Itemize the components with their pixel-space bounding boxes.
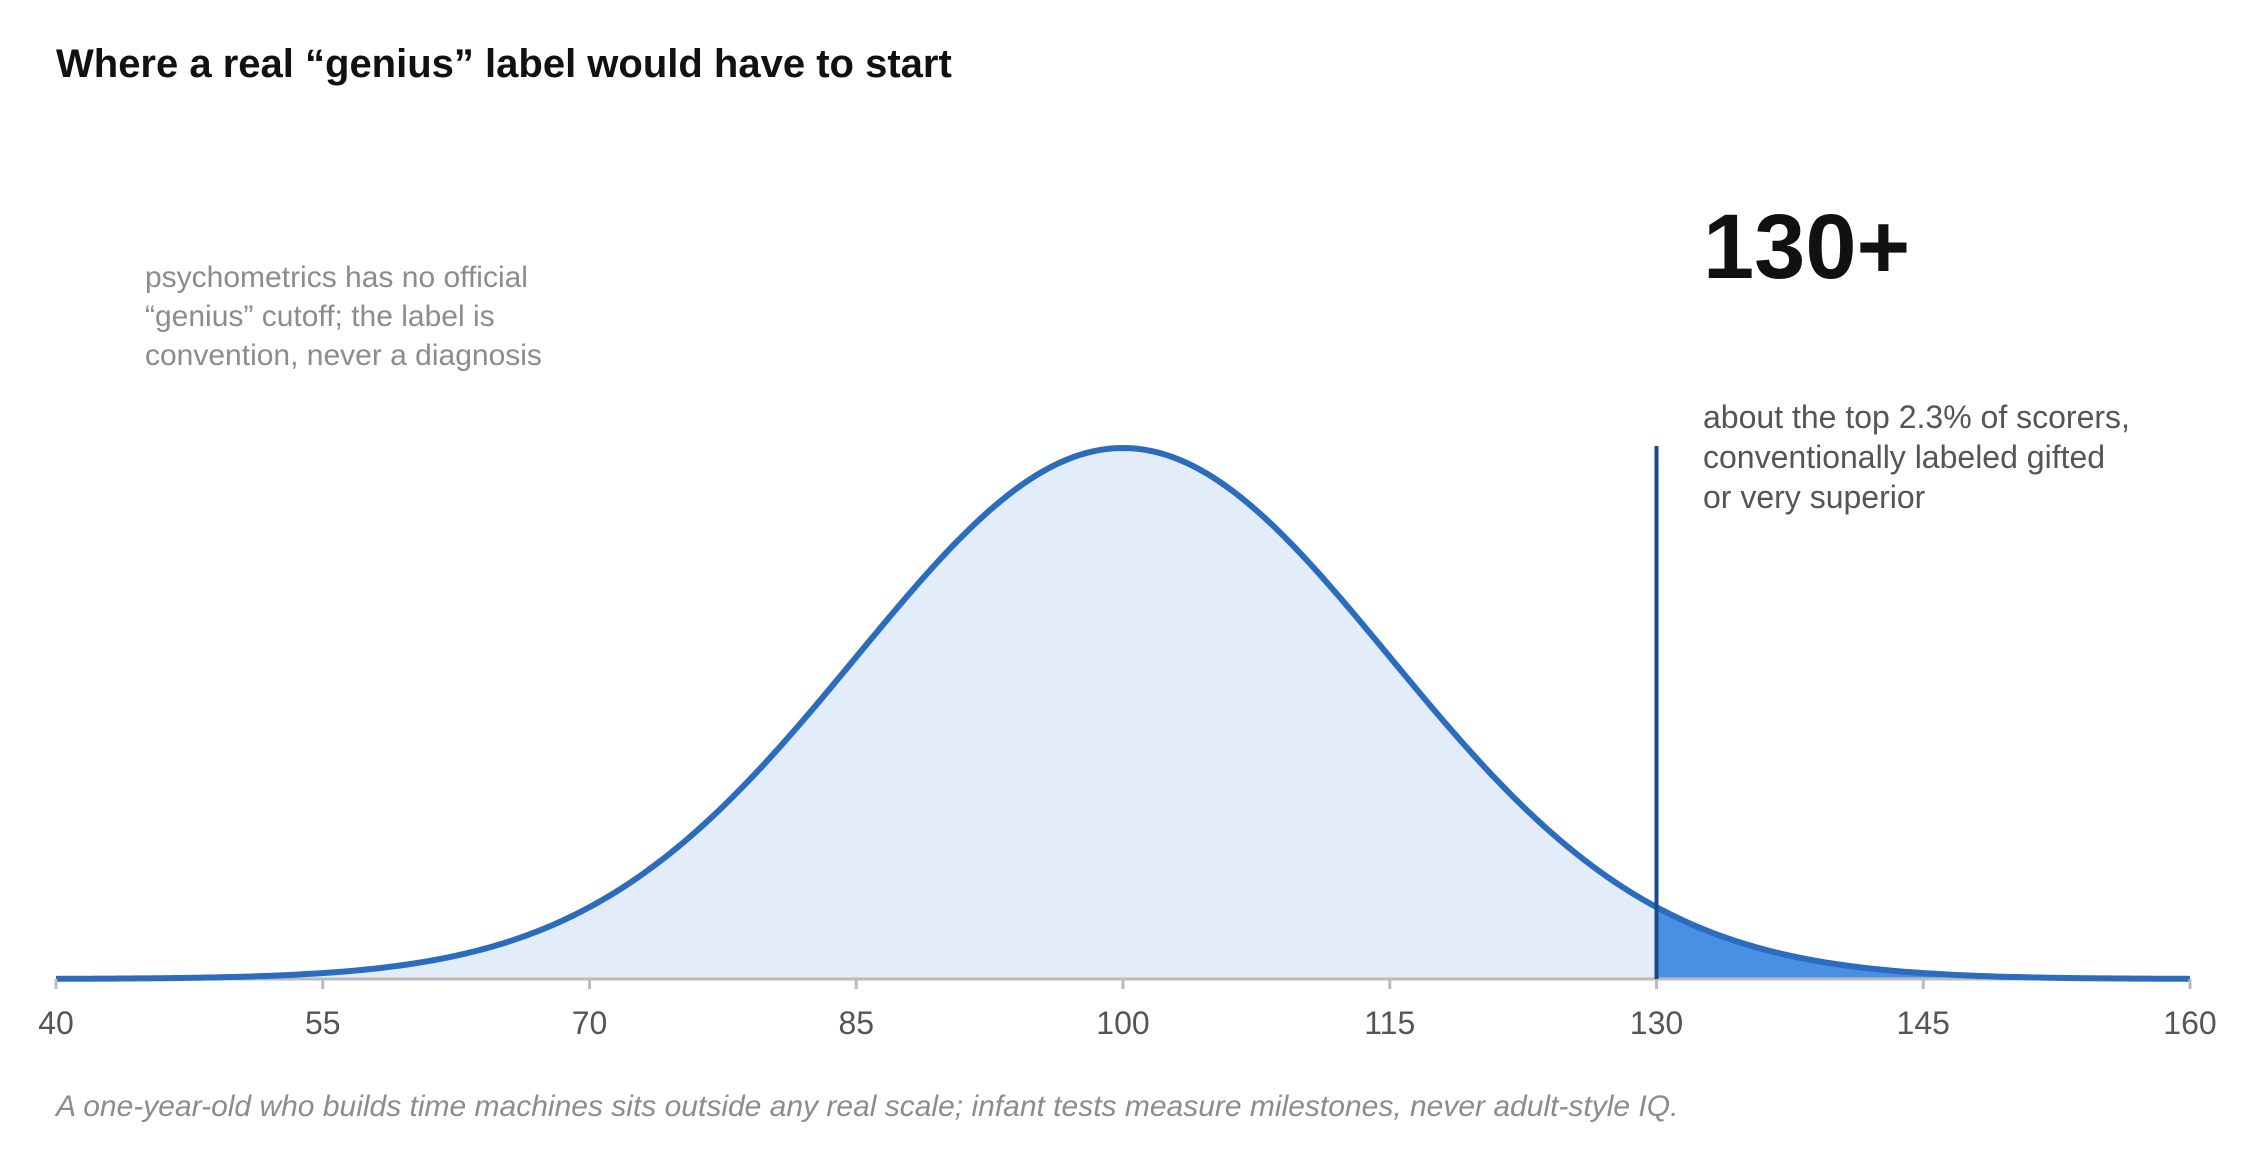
note-line-2: “genius” cutoff; the label is bbox=[145, 300, 495, 333]
threshold-label: 130+ bbox=[1703, 196, 1910, 298]
x-tick-label: 55 bbox=[305, 1005, 341, 1041]
note: psychometrics has no official “genius” c… bbox=[145, 261, 542, 372]
x-axis-ticks: 40 55 70 85 100 115 130 145 160 bbox=[38, 979, 2217, 1041]
footnote: A one-year-old who builds time machines … bbox=[54, 1090, 1678, 1123]
x-tick-label: 85 bbox=[838, 1005, 874, 1041]
x-tick-label: 115 bbox=[1364, 1005, 1415, 1041]
chart-title: Where a real “genius” label would have t… bbox=[56, 42, 952, 86]
threshold-description-line-2: conventionally labeled gifted bbox=[1703, 439, 2105, 475]
threshold-description-line-1: about the top 2.3% of scorers, bbox=[1703, 399, 2130, 435]
x-tick-label: 100 bbox=[1096, 1005, 1149, 1041]
x-tick-label: 130 bbox=[1630, 1005, 1683, 1041]
x-tick-label: 40 bbox=[38, 1005, 74, 1041]
threshold-callout: about the top 2.3% of scorers, conventio… bbox=[1703, 399, 2130, 515]
note-line-3: convention, never a diagnosis bbox=[145, 339, 542, 372]
distribution-body-area bbox=[56, 448, 1657, 979]
distribution-curve bbox=[55, 445, 2191, 982]
plot-area: 40 55 70 85 100 115 130 145 160 bbox=[38, 445, 2217, 1041]
x-tick-label: 160 bbox=[2163, 1005, 2216, 1041]
tail-area-above-threshold bbox=[1656, 907, 2190, 979]
note-line-1: psychometrics has no official bbox=[145, 261, 528, 294]
threshold-description-line-3: or very superior bbox=[1703, 479, 1926, 515]
x-tick-label: 70 bbox=[572, 1005, 608, 1041]
x-tick-label: 145 bbox=[1897, 1005, 1950, 1041]
